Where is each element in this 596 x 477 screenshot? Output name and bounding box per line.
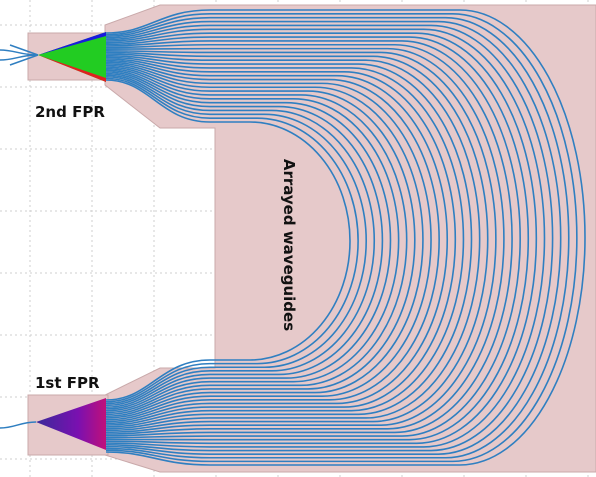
fpr-regions: [0, 32, 106, 450]
waveguide: [105, 54, 473, 428]
waveguide: [105, 13, 578, 463]
fpr-label: 2nd FPR: [35, 103, 105, 121]
waveguide: [105, 50, 497, 434]
waveguide: [105, 66, 416, 416]
waveguide: [105, 79, 351, 401]
waveguides: [105, 9, 586, 466]
waveguide: [105, 64, 424, 417]
waveguide: [105, 72, 383, 408]
fpr-label: 1st FPR: [35, 374, 100, 392]
waveguide: [105, 24, 554, 452]
waveguide: [105, 69, 400, 412]
waveguide: [105, 47, 505, 435]
waveguide: [105, 53, 481, 430]
waveguide: [105, 59, 448, 423]
waveguide: [105, 67, 408, 414]
waveguide: [105, 71, 391, 410]
waveguide: [105, 62, 432, 419]
waveguide: [105, 77, 359, 403]
waveguide: [105, 43, 513, 437]
waveguide: [105, 9, 586, 466]
waveguide: [105, 74, 376, 407]
waveguide: [105, 56, 465, 426]
waveguide: [105, 16, 570, 459]
waveguide: [105, 28, 546, 448]
waveguide: [105, 36, 530, 441]
waveguide: [105, 32, 538, 445]
waveguide: [105, 58, 457, 425]
waveguide: [105, 51, 489, 432]
waveguide: [105, 75, 367, 405]
section-label: Arrayed waveguides: [280, 159, 298, 331]
waveguide: [105, 61, 440, 421]
waveguide: [105, 40, 521, 439]
waveguide: [105, 20, 562, 455]
